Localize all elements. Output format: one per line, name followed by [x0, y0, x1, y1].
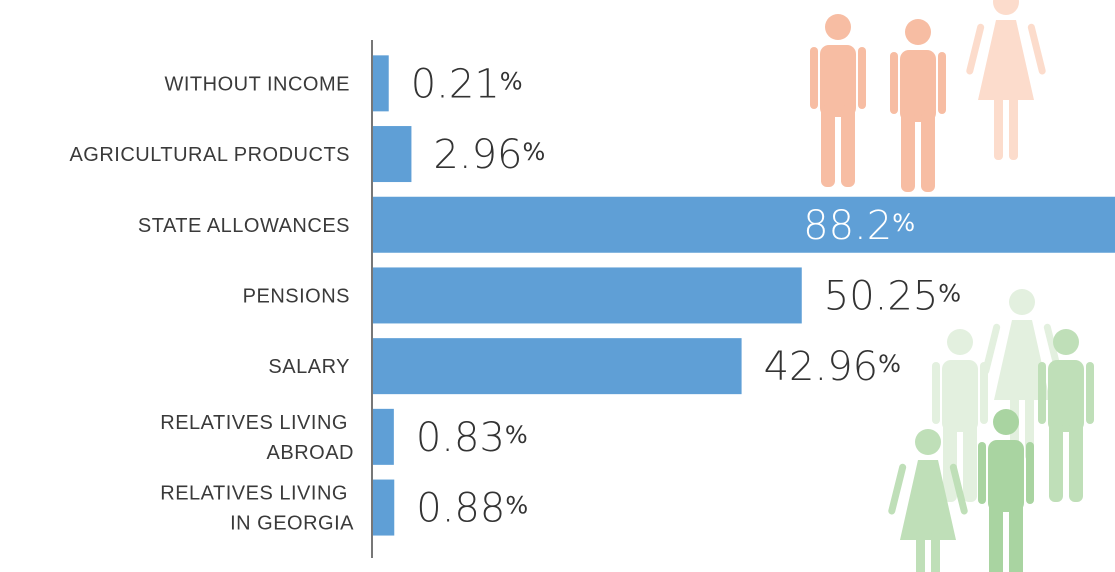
category-label: PENSIONS [243, 285, 350, 307]
value-label: 88.2% [803, 203, 915, 249]
value-label: 2.96% [433, 132, 545, 178]
category-label: RELATIVES LIVING IN GEORGIA [160, 483, 354, 535]
people-icons-green [887, 289, 1094, 572]
value-label: 42.96% [764, 344, 901, 390]
category-label: STATE ALLOWANCES [138, 215, 350, 237]
category-label: AGRICULTURAL PRODUCTS [69, 144, 350, 166]
bar [373, 55, 389, 112]
value-label: 0.21% [411, 61, 523, 107]
bar [373, 267, 802, 324]
value-label: 0.88% [416, 486, 528, 532]
bar [373, 408, 394, 465]
bar [373, 196, 1115, 253]
category-label: SALARY [268, 356, 350, 378]
value-label: 50.25% [824, 273, 961, 319]
value-label: 0.83% [416, 415, 528, 461]
bar [373, 338, 742, 395]
people-icons-orange [810, 0, 1047, 192]
category-label: RELATIVES LIVING ABROAD [160, 412, 354, 464]
bar [373, 479, 395, 536]
category-label: WITHOUT INCOME [164, 73, 350, 95]
bar [373, 126, 412, 183]
